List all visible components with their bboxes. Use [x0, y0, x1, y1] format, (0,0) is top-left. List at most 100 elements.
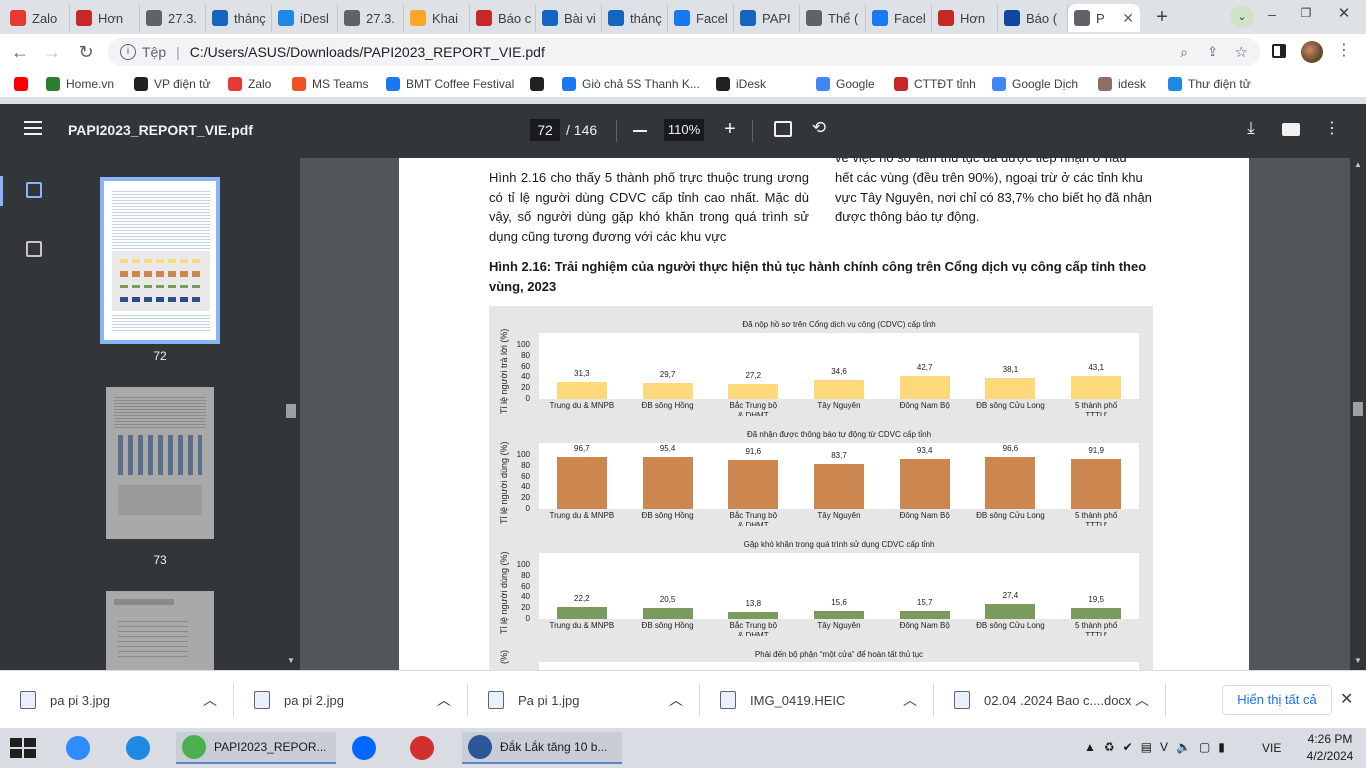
- bookmark-item[interactable]: Google: [816, 75, 875, 93]
- zoom-level-input[interactable]: 110%: [664, 119, 704, 141]
- chart-bar: [1071, 459, 1122, 509]
- bookmark-item[interactable]: CTTĐT tỉnh: [894, 75, 976, 93]
- language-indicator[interactable]: VIE: [1262, 741, 1282, 755]
- scroll-thumb[interactable]: [1353, 402, 1363, 416]
- chevron-up-icon[interactable]: ︿: [1135, 692, 1149, 708]
- sidepanel-icon[interactable]: [1272, 44, 1286, 58]
- more-options-icon[interactable]: ⋮: [1324, 120, 1340, 137]
- menu-icon[interactable]: ⋮: [1336, 42, 1352, 59]
- download-item[interactable]: 02.04 .2024 Bao c....docx ︿: [934, 683, 1166, 717]
- bookmark-item[interactable]: idesk: [1098, 75, 1146, 93]
- browser-tab[interactable]: Báo (: [998, 4, 1068, 32]
- chevron-up-icon[interactable]: ︿: [903, 692, 917, 708]
- sidebar-scrollbar[interactable]: [286, 404, 296, 418]
- chevron-up-icon[interactable]: ︿: [203, 692, 217, 708]
- scroll-down-icon[interactable]: ▼: [287, 656, 295, 665]
- bookmark-item[interactable]: Google Dịch: [992, 75, 1078, 93]
- bookmark-item[interactable]: Thư điện tử: [1168, 75, 1251, 93]
- taskbar-app[interactable]: [60, 732, 104, 764]
- browser-tab[interactable]: thánç: [206, 4, 272, 32]
- chart-bar: [1071, 608, 1122, 619]
- download-icon[interactable]: ⤓: [1247, 118, 1255, 137]
- bookmark-item[interactable]: BMT Coffee Festival: [386, 75, 514, 93]
- profile-avatar[interactable]: [1301, 41, 1323, 63]
- browser-tab[interactable]: Khai: [404, 4, 470, 32]
- close-tab-icon[interactable]: ✕: [1122, 9, 1134, 26]
- bar-value-label: 13,8: [745, 598, 762, 608]
- word-icon: [468, 735, 492, 759]
- taskbar-app[interactable]: [120, 732, 164, 764]
- taskbar-app[interactable]: PAPI2023_REPOR...: [176, 732, 336, 764]
- bookmark-label: iDesk: [736, 77, 767, 91]
- thumbnail-page-72[interactable]: [100, 177, 220, 344]
- download-item[interactable]: pa pi 2.jpg ︿: [234, 683, 468, 717]
- bookmark-item[interactable]: Zalo: [228, 75, 271, 93]
- bookmark-item[interactable]: Home.vn: [46, 75, 114, 93]
- print-icon[interactable]: [1282, 123, 1300, 136]
- show-all-downloads-button[interactable]: Hiển thị tất cả: [1222, 685, 1332, 715]
- browser-tab[interactable]: Thể (: [800, 4, 866, 32]
- omnibox[interactable]: i Tệp | C:/Users/ASUS/Downloads/PAPI2023…: [108, 38, 1260, 66]
- browser-tab[interactable]: Báo c: [470, 4, 536, 32]
- ie-icon: [126, 736, 150, 760]
- reload-icon[interactable]: ↻: [78, 42, 94, 62]
- share-icon[interactable]: ⇪: [1207, 44, 1218, 59]
- back-icon[interactable]: ←: [11, 42, 29, 62]
- page-number-input[interactable]: 72: [530, 119, 560, 141]
- new-tab-button[interactable]: +: [1156, 6, 1168, 28]
- browser-tab[interactable]: Zalo: [4, 4, 70, 32]
- browser-tab[interactable]: PAPI: [734, 4, 800, 32]
- thumbnail-page-74[interactable]: [106, 591, 214, 670]
- download-item[interactable]: Pa pi 1.jpg ︿: [468, 683, 700, 717]
- start-button[interactable]: [10, 738, 36, 758]
- browser-tab[interactable]: thánç: [602, 4, 668, 32]
- taskbar-app[interactable]: [346, 732, 390, 764]
- fit-page-icon[interactable]: [774, 121, 792, 137]
- zoom-out-icon[interactable]: [633, 130, 647, 132]
- bookmark-item[interactable]: VP điện tử: [134, 75, 211, 93]
- pdf-menu-icon[interactable]: [24, 121, 42, 135]
- bookmark-item[interactable]: [530, 75, 550, 93]
- zoom-icon: [66, 736, 90, 760]
- info-icon[interactable]: i: [120, 44, 136, 60]
- browser-tab[interactable]: iDesl: [272, 4, 338, 32]
- download-item[interactable]: IMG_0419.HEIC ︿: [700, 683, 934, 717]
- chevron-up-icon[interactable]: ︿: [669, 692, 683, 708]
- y-tick-label: 0: [525, 394, 530, 403]
- bookmark-item[interactable]: Giò chả 5S Thanh K...: [562, 75, 700, 93]
- chevron-up-icon[interactable]: ︿: [437, 692, 451, 708]
- tab-search-icon[interactable]: ⌄: [1230, 6, 1254, 28]
- rotate-icon[interactable]: ⟲: [811, 118, 827, 137]
- zoom-icon[interactable]: ⌕: [1180, 43, 1188, 60]
- bookmark-item[interactable]: [14, 75, 34, 93]
- chart-bar: [814, 610, 864, 619]
- bookmark-item[interactable]: iDesk: [716, 75, 766, 93]
- browser-tab[interactable]: Hơn: [932, 4, 998, 32]
- close-window-icon[interactable]: ✕: [1337, 5, 1351, 22]
- download-item[interactable]: pa pi 3.jpg ︿: [0, 683, 234, 717]
- browser-tab[interactable]: Hơn: [70, 4, 140, 32]
- browser-tab[interactable]: 27.3.: [338, 4, 404, 32]
- taskbar-app[interactable]: Đắk Lắk tăng 10 b...: [462, 732, 622, 764]
- browser-tab[interactable]: Facel: [866, 4, 932, 32]
- downloads-bar: pa pi 3.jpg ︿ pa pi 2.jpg ︿ Pa pi 1.jpg ︿ IMG_…: [0, 670, 1366, 728]
- facebook-icon: [562, 77, 576, 91]
- thumbnails-icon[interactable]: [26, 182, 42, 198]
- browser-tab[interactable]: Bài vi: [536, 4, 602, 32]
- forward-icon[interactable]: →: [43, 42, 61, 62]
- browser-tab[interactable]: P ✕: [1068, 4, 1140, 32]
- clock-date[interactable]: 4/2/2024: [1306, 749, 1354, 763]
- minimize-icon[interactable]: –: [1268, 6, 1276, 22]
- zoom-in-icon[interactable]: +: [724, 118, 736, 140]
- bookmark-star-icon[interactable]: ☆: [1234, 44, 1248, 61]
- restore-icon[interactable]: ❐: [1300, 6, 1312, 20]
- close-downloads-icon[interactable]: ✕: [1340, 691, 1354, 708]
- outline-icon[interactable]: [26, 241, 42, 257]
- bookmark-item[interactable]: MS Teams: [292, 75, 368, 93]
- thumbnail-page-73[interactable]: [106, 387, 214, 539]
- taskbar-app[interactable]: [404, 732, 448, 764]
- page-scrollbar[interactable]: ▲ ▼: [1350, 158, 1366, 670]
- browser-tab[interactable]: Facel: [668, 4, 734, 32]
- clock-time[interactable]: 4:26 PM: [1307, 732, 1353, 746]
- browser-tab[interactable]: 27.3.: [140, 4, 206, 32]
